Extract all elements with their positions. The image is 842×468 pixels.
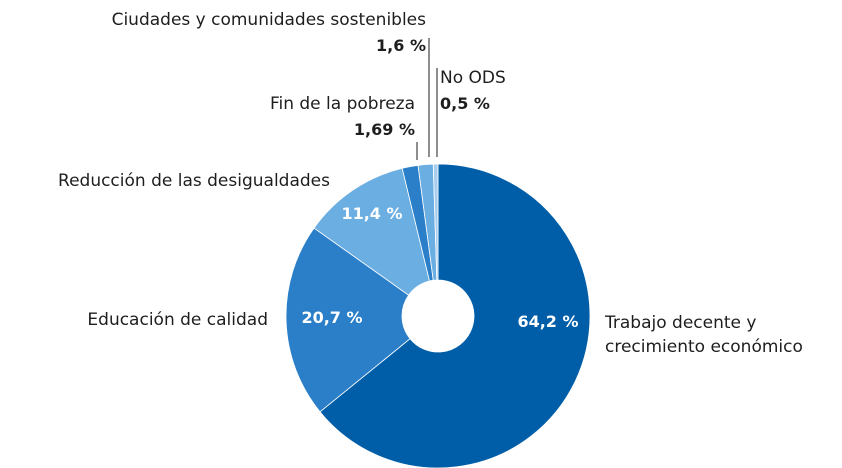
value-label: 1,6 % xyxy=(376,36,426,55)
donut-segment xyxy=(313,167,430,296)
category-label: Educación de calidad xyxy=(87,310,268,330)
category-label: No ODS xyxy=(440,68,506,88)
category-label: Reducción de las desigualdades xyxy=(58,171,330,191)
value-label: 64,2 % xyxy=(517,312,579,331)
donut-segment xyxy=(285,227,411,413)
category-label: Ciudades y comunidades sostenibles xyxy=(111,10,426,30)
donut-segment xyxy=(432,163,439,281)
value-label: 11,4 % xyxy=(341,204,403,223)
value-label: 20,7 % xyxy=(301,308,363,327)
category-label: Fin de la pobreza xyxy=(269,94,415,114)
category-label: Trabajo decente y crecimiento económico xyxy=(605,313,803,357)
value-label: 0,5 % xyxy=(440,94,490,113)
value-label: 1,69 % xyxy=(353,120,415,139)
